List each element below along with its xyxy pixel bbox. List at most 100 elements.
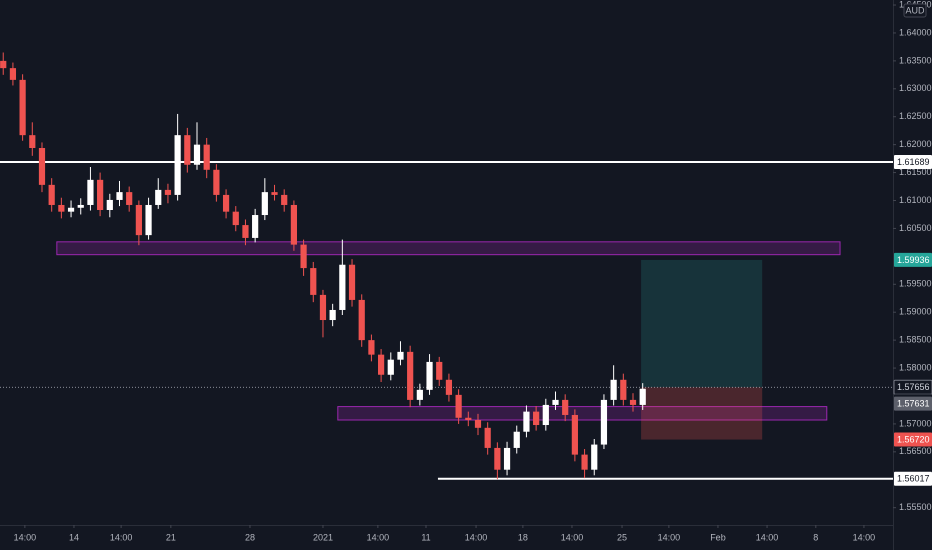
candle-body bbox=[523, 411, 530, 432]
currency-badge[interactable] bbox=[903, 3, 927, 18]
x-tick-label: 14:00 bbox=[367, 532, 390, 542]
bid-label-box bbox=[894, 396, 932, 411]
candle-body bbox=[610, 379, 617, 400]
candle-body bbox=[155, 189, 162, 205]
candle-body bbox=[97, 179, 104, 210]
candle-body bbox=[242, 225, 249, 238]
stop-label: 1.56720 bbox=[897, 434, 930, 444]
y-tick-label: 1.61500 bbox=[899, 167, 932, 177]
x-tick-label: 2021 bbox=[313, 532, 333, 542]
candle-body bbox=[48, 184, 55, 205]
candle-body bbox=[135, 204, 142, 236]
candle-body bbox=[213, 169, 220, 195]
candle-body bbox=[164, 189, 172, 195]
candle-body bbox=[484, 427, 491, 448]
y-tick-label: 1.58500 bbox=[899, 335, 932, 345]
candle-body bbox=[426, 361, 433, 390]
candle-body bbox=[639, 388, 646, 405]
target-label-box bbox=[894, 252, 932, 267]
candle-body bbox=[193, 144, 201, 165]
stop-label-box bbox=[894, 432, 932, 447]
x-tick-label: 14:00 bbox=[853, 532, 876, 542]
candle-body bbox=[581, 454, 588, 470]
candle-body bbox=[9, 68, 17, 80]
zone bbox=[56, 241, 841, 256]
candle-body bbox=[377, 354, 385, 375]
candle-body bbox=[494, 447, 501, 470]
candle-body bbox=[571, 414, 578, 455]
candle-body bbox=[533, 411, 540, 426]
x-tick-label: 14:00 bbox=[110, 532, 133, 542]
x-tick-label: 14:00 bbox=[465, 532, 488, 542]
x-tick-label: 25 bbox=[617, 532, 627, 542]
candle-body bbox=[368, 340, 375, 355]
candle-body bbox=[271, 192, 278, 195]
y-tick-label: 1.59500 bbox=[899, 279, 932, 289]
candle-body bbox=[106, 199, 113, 210]
candle-body bbox=[300, 244, 307, 269]
candle-body bbox=[77, 204, 84, 208]
candle-body bbox=[513, 431, 520, 448]
candle-body bbox=[455, 394, 462, 418]
x-tick-label: 14:00 bbox=[658, 532, 681, 542]
candle-body bbox=[348, 264, 356, 300]
x-tick-label: 8 bbox=[813, 532, 818, 542]
candle-body bbox=[203, 144, 210, 170]
candle-body bbox=[252, 215, 259, 238]
candle-body bbox=[474, 420, 482, 428]
x-tick-label: 14:00 bbox=[561, 532, 584, 542]
candle-body bbox=[387, 359, 394, 375]
candle-body bbox=[358, 299, 365, 341]
y-tick-label: 1.63500 bbox=[899, 55, 932, 65]
x-tick-label: 28 bbox=[245, 532, 255, 542]
candle-body bbox=[126, 192, 133, 205]
y-tick-label: 1.59000 bbox=[899, 307, 932, 317]
y-tick-label: 1.56500 bbox=[899, 446, 932, 456]
level-label-box bbox=[894, 155, 932, 170]
candle-body bbox=[261, 192, 268, 216]
candle-body bbox=[290, 204, 297, 245]
candle-body bbox=[19, 79, 26, 136]
candle-body bbox=[552, 399, 559, 405]
candle-body bbox=[116, 192, 123, 200]
x-tick-label: 11 bbox=[421, 532, 430, 542]
y-tick-label: 1.64000 bbox=[899, 27, 932, 37]
candle-body bbox=[436, 361, 443, 380]
y-tick-label: 1.63000 bbox=[899, 83, 932, 93]
candle-body bbox=[29, 135, 36, 149]
x-tick-label: 21 bbox=[166, 532, 176, 542]
candle-body bbox=[562, 399, 569, 415]
candle-body bbox=[232, 211, 239, 226]
candle-body bbox=[87, 179, 94, 205]
candle-body bbox=[600, 399, 608, 445]
candle-body bbox=[0, 60, 7, 69]
candle-body bbox=[397, 351, 404, 360]
candle-body bbox=[445, 379, 453, 395]
y-tick-label: 1.60500 bbox=[899, 223, 932, 233]
candle-body bbox=[58, 204, 65, 212]
x-tick-label: 14:00 bbox=[14, 532, 37, 542]
y-tick-label: 1.58000 bbox=[899, 362, 932, 372]
bid-label: 1.57631 bbox=[897, 399, 930, 409]
candle-body bbox=[329, 309, 336, 321]
candle-body bbox=[281, 194, 288, 205]
candle-body bbox=[222, 194, 230, 212]
candle-body bbox=[416, 389, 423, 400]
loss-zone bbox=[641, 387, 763, 440]
currency-label[interactable]: AUD bbox=[905, 5, 925, 15]
x-tick-label: 18 bbox=[518, 532, 528, 542]
level-label: 1.61689 bbox=[897, 157, 930, 167]
candle-body bbox=[542, 404, 549, 426]
candle-body bbox=[310, 268, 317, 295]
y-tick-label: 1.61000 bbox=[899, 195, 932, 205]
candle-body bbox=[174, 135, 181, 195]
target-label: 1.59936 bbox=[897, 255, 930, 265]
candle-body bbox=[465, 417, 472, 420]
candle-body bbox=[67, 207, 75, 212]
candle-body bbox=[319, 294, 327, 321]
level-label-box bbox=[894, 471, 932, 486]
candle-body bbox=[407, 351, 414, 400]
